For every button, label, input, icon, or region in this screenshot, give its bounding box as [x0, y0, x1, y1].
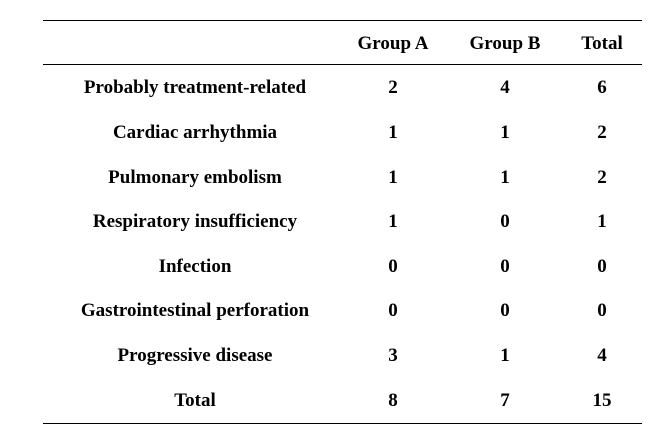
row-label-gastrointestinal-perforation: Gastrointestinal perforation — [80, 300, 310, 321]
table-cell: 3 — [388, 345, 398, 366]
row-label-respiratory-insufficiency: Respiratory insufficiency — [92, 211, 298, 232]
table-cell: 0 — [500, 211, 510, 232]
table-cell: 4 — [500, 77, 510, 98]
table-top-rule — [43, 20, 642, 21]
table-cell: 1 — [388, 211, 398, 232]
table-header-rule — [43, 64, 642, 65]
row-label-pulmonary-embolism: Pulmonary embolism — [108, 167, 282, 188]
row-label-probably-treatment-related: Probably treatment-related — [83, 77, 307, 98]
table-cell: 6 — [597, 77, 607, 98]
table-cell: 0 — [388, 300, 398, 321]
table-cell: 7 — [500, 390, 510, 411]
table-cell: 4 — [597, 345, 607, 366]
table-cell: 2 — [597, 122, 607, 143]
table-bottom-rule — [43, 423, 642, 424]
row-label-infection: Infection — [158, 256, 232, 277]
table-cell: 1 — [388, 167, 398, 188]
column-header-group-b: Group B — [469, 33, 541, 54]
table-cell: 2 — [388, 77, 398, 98]
table-cell: 0 — [500, 300, 510, 321]
row-label-cardiac-arrhythmia: Cardiac arrhythmia — [112, 122, 278, 143]
table-cell: 0 — [388, 256, 398, 277]
table-cell: 1 — [500, 122, 510, 143]
table-cell: 1 — [388, 122, 398, 143]
table-cell: 0 — [597, 256, 607, 277]
column-header-group-a: Group A — [357, 33, 429, 54]
table-cell: 0 — [500, 256, 510, 277]
row-label-total: Total — [174, 390, 216, 411]
table-cell: 0 — [597, 300, 607, 321]
table-cell: 1 — [597, 211, 607, 232]
table-cell: 2 — [597, 167, 607, 188]
table-cell: 15 — [592, 390, 612, 411]
table-cell: 8 — [388, 390, 398, 411]
table-cell: 1 — [500, 167, 510, 188]
row-label-progressive-disease: Progressive disease — [117, 345, 273, 366]
column-header-total: Total — [581, 33, 623, 54]
table-cell: 1 — [500, 345, 510, 366]
